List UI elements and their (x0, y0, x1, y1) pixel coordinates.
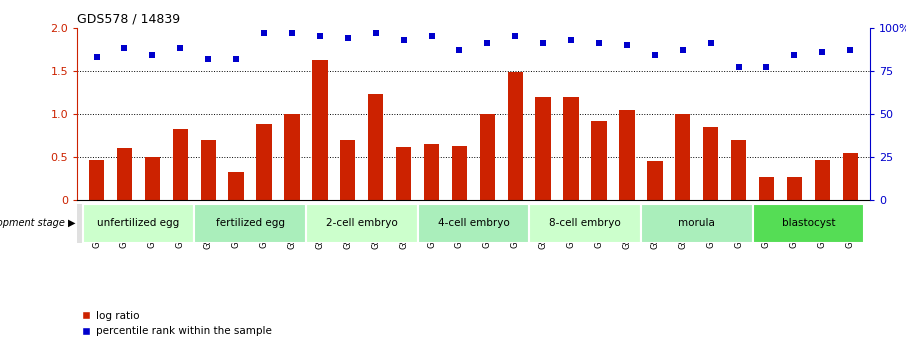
Text: 4-cell embryo: 4-cell embryo (438, 218, 509, 228)
Point (815, 49, 830, 55)
Bar (675, 114, 690, 200)
Bar (619, 110, 634, 200)
Point (731, 65, 746, 70)
Text: 8-cell embryo: 8-cell embryo (549, 218, 621, 228)
Bar (256, 124, 272, 200)
Point (480, 40, 495, 46)
Point (201, 56, 216, 61)
Point (592, 40, 606, 46)
Bar (479, 114, 495, 200)
Bar (89, 159, 104, 200)
Bar (200, 140, 216, 200)
Point (648, 52, 662, 58)
Bar (228, 171, 244, 200)
Point (256, 30, 271, 36)
Text: unfertilized egg: unfertilized egg (97, 218, 179, 228)
Point (452, 47, 467, 53)
Point (313, 33, 327, 39)
Bar (753, 204, 864, 243)
Point (759, 65, 774, 70)
Point (508, 33, 523, 39)
Bar (703, 127, 718, 200)
Bar (647, 161, 662, 200)
Bar (564, 97, 579, 200)
Point (787, 52, 802, 58)
Text: GDS578 / 14839: GDS578 / 14839 (77, 12, 180, 25)
Bar (418, 204, 529, 243)
Point (229, 56, 244, 61)
Bar (452, 146, 467, 200)
Point (564, 37, 578, 42)
Text: 2-cell embryo: 2-cell embryo (326, 218, 398, 228)
Bar (396, 147, 411, 200)
Point (396, 37, 410, 42)
Text: morula: morula (679, 218, 715, 228)
Bar (843, 152, 858, 200)
Point (843, 47, 857, 53)
Point (117, 46, 131, 51)
Bar (82, 204, 194, 243)
Point (90, 54, 104, 60)
Bar (529, 204, 641, 243)
Point (536, 40, 551, 46)
Bar (340, 140, 355, 200)
Bar (173, 129, 188, 200)
Bar (313, 60, 328, 200)
Point (284, 30, 299, 36)
Bar (424, 144, 439, 200)
Point (703, 40, 718, 46)
Bar (731, 140, 747, 200)
Bar (368, 94, 383, 200)
Legend: log ratio, percentile rank within the sample: log ratio, percentile rank within the sa… (82, 311, 272, 336)
Point (620, 42, 634, 48)
Bar (284, 114, 300, 200)
Bar (145, 157, 160, 200)
Point (676, 47, 690, 53)
Point (369, 30, 383, 36)
Bar (786, 177, 802, 200)
Bar (592, 121, 607, 200)
Bar (535, 97, 551, 200)
Bar (194, 204, 306, 243)
Point (424, 33, 439, 39)
Bar (306, 204, 418, 243)
Point (173, 46, 188, 51)
Bar (759, 177, 774, 200)
Point (341, 35, 355, 41)
Text: fertilized egg: fertilized egg (216, 218, 284, 228)
Text: development stage ▶: development stage ▶ (0, 218, 75, 228)
Point (145, 52, 159, 58)
Bar (117, 148, 132, 200)
Bar (507, 72, 523, 200)
Text: blastocyst: blastocyst (782, 218, 835, 228)
Bar (641, 204, 753, 243)
Bar (814, 159, 830, 200)
